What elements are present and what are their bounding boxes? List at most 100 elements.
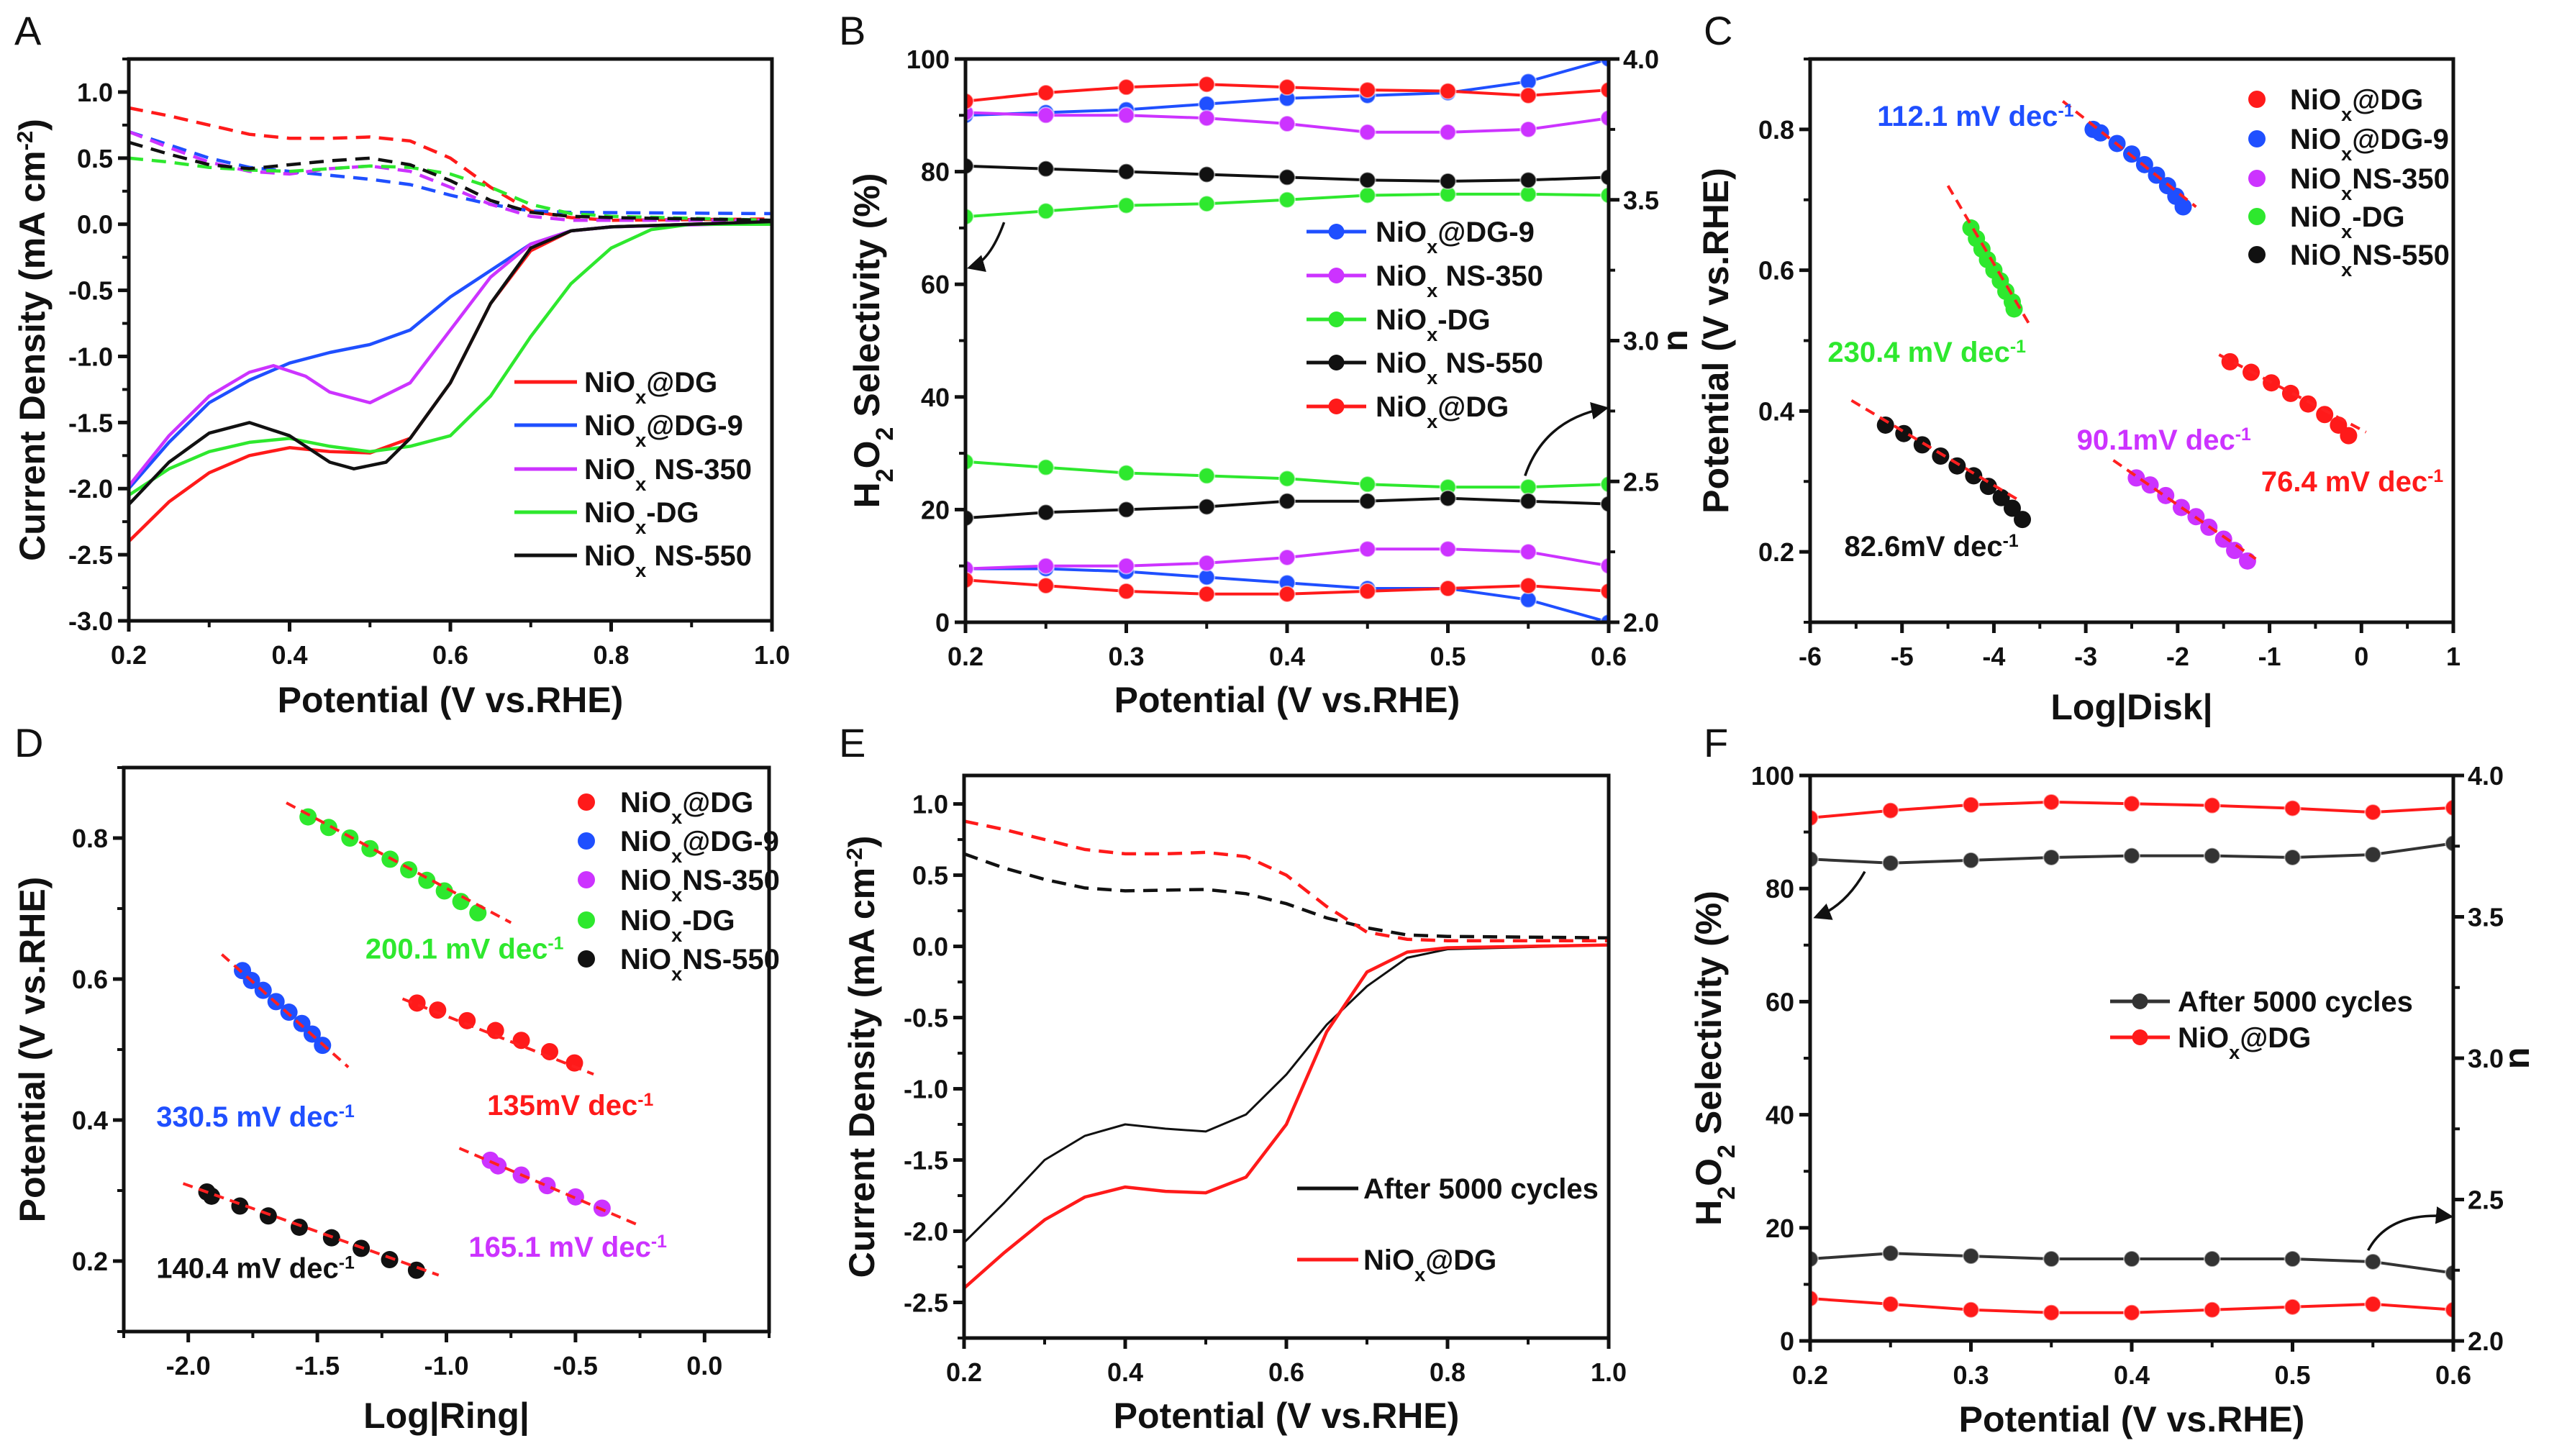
x-axis-title: Potential (V vs.RHE) bbox=[1114, 1396, 1460, 1436]
legend-label: NiOx-DG bbox=[2290, 201, 2405, 242]
selectivity-point bbox=[965, 92, 974, 110]
legend-marker bbox=[1328, 399, 1345, 414]
text-segment: NiO bbox=[620, 905, 671, 937]
text-segment: NiO bbox=[1376, 347, 1427, 379]
x-tick-label: 0.8 bbox=[593, 640, 629, 670]
electron-number-point bbox=[1198, 554, 1216, 572]
text-segment: H bbox=[847, 482, 887, 508]
selectivity-point bbox=[2284, 848, 2302, 866]
text-segment: NiO bbox=[1376, 304, 1427, 336]
legend-label: NiOx@DG-9 bbox=[1376, 217, 1535, 258]
text-segment: x bbox=[1427, 279, 1437, 301]
axis-arrow-icon bbox=[2366, 1206, 2454, 1252]
selectivity-point bbox=[1198, 165, 1216, 183]
text-segment: x bbox=[635, 473, 646, 495]
tafel-slope-label: 90.1mV dec-1 bbox=[2077, 424, 2251, 456]
legend-label: NiOx@DG bbox=[1376, 391, 1509, 432]
tafel-fit-line bbox=[1946, 185, 2032, 327]
legend-marker bbox=[578, 832, 595, 850]
legend-item: After 5000 cycles bbox=[1297, 1173, 1599, 1205]
y-tick-label: -1.5 bbox=[68, 408, 113, 437]
text-segment: x bbox=[671, 845, 682, 867]
electron-number-point bbox=[1600, 614, 1609, 622]
text-segment: NiO bbox=[584, 540, 635, 572]
tafel-point bbox=[293, 1014, 311, 1032]
legend-item: NiOxNS-550 bbox=[578, 944, 780, 985]
text-segment: Log|Ring| bbox=[363, 1396, 530, 1437]
text-segment: -1 bbox=[2427, 466, 2443, 486]
text-segment: x bbox=[1414, 1263, 1425, 1286]
x-tick-label: 0.0 bbox=[686, 1351, 722, 1380]
plot-frame bbox=[122, 765, 771, 1334]
text-segment: x bbox=[2341, 103, 2352, 125]
text-segment: x bbox=[671, 883, 682, 906]
y-tick-label: 40 bbox=[921, 383, 950, 412]
tafel-slope-label: 140.4 mV dec-1 bbox=[156, 1253, 355, 1285]
panel-d: D -2.0 -1.5 -1.0 -0.5 0.0 0.8 0.6 0.4 0.2 Log|Ring… bbox=[12, 720, 780, 1437]
x-axis-title: Potential (V vs.RHE) bbox=[1114, 680, 1460, 720]
tafel-point bbox=[2014, 511, 2032, 529]
legend-label: NiOx@DG bbox=[584, 367, 717, 408]
text-segment: NS-350 bbox=[2352, 163, 2450, 195]
electron-number-point bbox=[1881, 1245, 1899, 1262]
text-segment: Potential (V vs.RHE) bbox=[12, 877, 53, 1223]
plot-area bbox=[964, 819, 1609, 1290]
legend-item: NiOx@DG bbox=[1297, 1245, 1496, 1286]
text-segment: -DG bbox=[1437, 304, 1490, 336]
legend-marker bbox=[2132, 1029, 2148, 1045]
x-tick-label: 0.4 bbox=[1107, 1357, 1143, 1387]
electron-number-point bbox=[1881, 1295, 1899, 1313]
text-segment: -DG bbox=[682, 905, 735, 937]
tafel-point bbox=[2214, 530, 2232, 548]
selectivity-point bbox=[1600, 168, 1609, 186]
tafel-point bbox=[407, 1261, 425, 1279]
x-tick-label: 0.6 bbox=[432, 640, 468, 670]
legend-item: NiOx NS-350 bbox=[514, 454, 752, 495]
selectivity-point bbox=[2043, 793, 2060, 811]
y-tick-label: 20 bbox=[1766, 1214, 1794, 1243]
y-tick-label: -3.0 bbox=[68, 606, 113, 636]
y-axis-title: Current Density (mA cm-2) bbox=[842, 836, 883, 1278]
x-tick-label: 0.5 bbox=[2274, 1360, 2310, 1390]
electron-number-point bbox=[1358, 540, 1376, 558]
y2-tick-label: 2.0 bbox=[1623, 608, 1659, 637]
text-segment: Potential (V vs.RHE) bbox=[1114, 680, 1460, 720]
selectivity-point bbox=[2203, 847, 2221, 865]
tafel-slope-label: 330.5 mV dec-1 bbox=[156, 1101, 355, 1133]
text-segment: NS-350 bbox=[682, 865, 780, 896]
tafel-point bbox=[566, 1188, 584, 1206]
y-axis-title: H2O2 Selectivity (%) bbox=[1689, 891, 1740, 1226]
legend-item: NiOx@DG bbox=[578, 787, 753, 828]
legend-label: After 5000 cycles bbox=[1363, 1173, 1599, 1205]
electron-number-point bbox=[1358, 492, 1376, 510]
text-segment: ) bbox=[842, 836, 882, 848]
tafel-point bbox=[2281, 384, 2299, 402]
y-tick-label: 60 bbox=[1766, 987, 1794, 1016]
text-segment: Current Density (mA cm bbox=[842, 868, 882, 1278]
electron-number-point bbox=[2445, 1264, 2453, 1282]
text-segment: x bbox=[2229, 1041, 2240, 1063]
y-tick-label: 40 bbox=[1766, 1101, 1794, 1130]
y-tick-label: 80 bbox=[921, 158, 950, 187]
tafel-fit-line bbox=[2061, 100, 2197, 209]
electron-number-point bbox=[1600, 582, 1609, 600]
tafel-point bbox=[1932, 447, 1950, 465]
legend-item: NiOx@DG-9 bbox=[1307, 217, 1535, 258]
x-tick-label: -1 bbox=[2258, 642, 2281, 671]
text-segment: 330.5 mV dec bbox=[156, 1101, 339, 1133]
text-segment: -1 bbox=[547, 934, 563, 953]
x-tick-label: -0.5 bbox=[553, 1351, 598, 1380]
tafel-fit-line bbox=[182, 1182, 440, 1277]
selectivity-point bbox=[1278, 78, 1296, 96]
text-segment: After 5000 cycles bbox=[1363, 1173, 1599, 1205]
text-segment: NiO bbox=[2178, 1022, 2229, 1054]
y-tick-label: 0.4 bbox=[1758, 396, 1794, 426]
tafel-point bbox=[2003, 499, 2021, 517]
legend-marker bbox=[2248, 246, 2266, 263]
legend-marker bbox=[1328, 355, 1345, 370]
x-tick-label: -6 bbox=[1799, 642, 1822, 671]
y2-tick-label: 4.0 bbox=[2468, 761, 2504, 791]
panel-letter: D bbox=[14, 720, 43, 765]
text-segment: Potential (V vs.RHE) bbox=[278, 680, 624, 720]
legend-marker bbox=[2248, 170, 2266, 187]
